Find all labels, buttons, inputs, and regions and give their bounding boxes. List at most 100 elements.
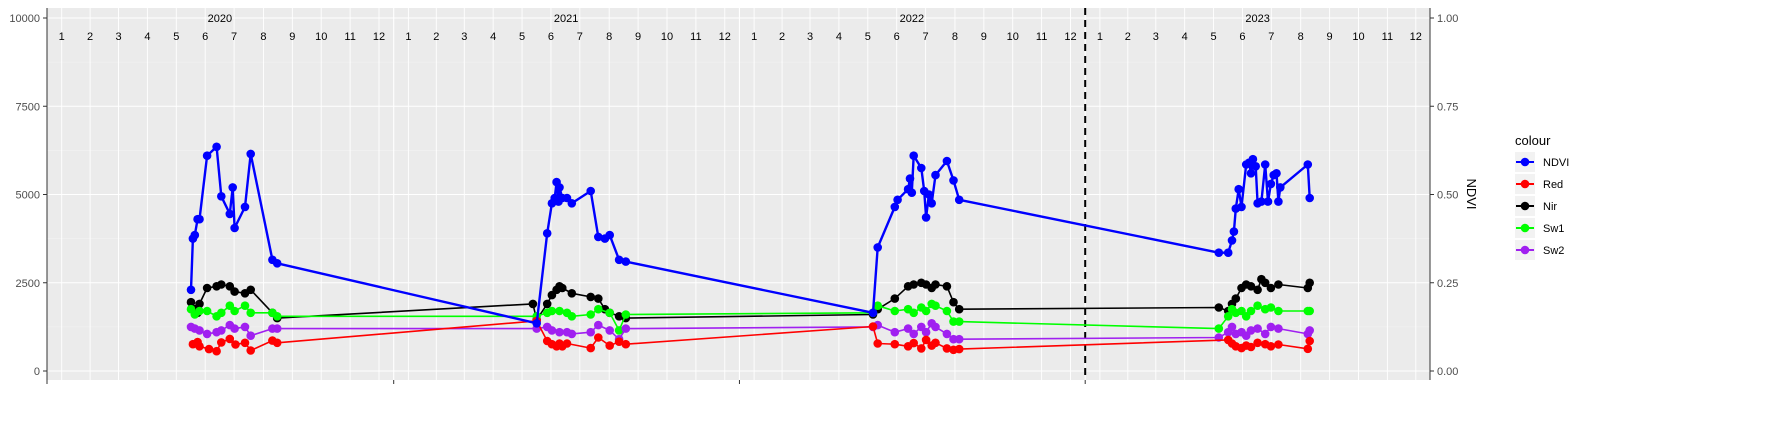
month-label: 4: [836, 31, 842, 43]
y-left-tick-label: 7500: [16, 101, 40, 113]
data-point-sw1: [942, 306, 952, 316]
data-point-ndvi: [1229, 227, 1239, 236]
data-point-sw2: [594, 320, 603, 330]
legend-label: Sw1: [1543, 223, 1564, 235]
month-label: 11: [344, 31, 355, 43]
data-point-nir: [614, 312, 624, 321]
data-point-ndvi: [225, 209, 235, 219]
data-point-ndvi: [228, 183, 237, 192]
data-point-ndvi: [202, 151, 212, 160]
data-point-ndvi: [1251, 162, 1260, 171]
month-label: 8: [1298, 31, 1304, 43]
data-point-sw2: [195, 326, 204, 335]
data-point-ndvi: [927, 199, 936, 208]
y-right-tick-label: 0.50: [1437, 190, 1458, 202]
legend-key-point: [1520, 245, 1530, 255]
data-point-ndvi: [1260, 160, 1270, 169]
data-point-red: [909, 338, 918, 348]
data-point-sw1: [547, 306, 557, 316]
month-label: 3: [115, 31, 121, 43]
month-label: 2: [1125, 31, 1131, 43]
year-label: 2020: [208, 13, 232, 25]
data-point-red: [195, 342, 204, 351]
data-point-nir: [542, 299, 552, 309]
data-point-sw1: [217, 308, 226, 318]
month-label: 11: [690, 31, 701, 43]
data-point-nir: [1214, 303, 1224, 312]
data-point-sw2: [202, 329, 212, 339]
legend-key-point: [1520, 157, 1530, 167]
data-point-ndvi: [1234, 184, 1243, 194]
data-point-nir: [186, 297, 196, 307]
legend-title: colour: [1515, 133, 1551, 148]
data-point-sw2: [621, 324, 631, 333]
data-point-red: [873, 339, 882, 348]
data-point-sw1: [272, 312, 282, 321]
data-point-ndvi: [1246, 169, 1256, 178]
month-label: 8: [952, 31, 958, 43]
data-point-sw2: [942, 329, 952, 339]
data-point-nir: [558, 283, 567, 293]
year-label: 2021: [554, 13, 578, 25]
data-point-red: [605, 341, 614, 350]
data-point-nir: [567, 289, 577, 298]
month-label: 9: [289, 31, 295, 43]
data-point-sw1: [1223, 312, 1233, 321]
data-point-sw1: [873, 301, 882, 311]
month-label: 9: [981, 31, 987, 43]
data-point-red: [614, 337, 624, 347]
data-point-ndvi: [1305, 193, 1314, 203]
data-point-sw2: [909, 329, 918, 339]
data-point-nir: [230, 287, 239, 296]
data-point-nir: [586, 292, 595, 302]
data-point-red: [1266, 342, 1276, 351]
data-point-nir: [954, 304, 964, 314]
month-label: 10: [661, 31, 673, 43]
month-label: 10: [1352, 31, 1364, 43]
data-point-ndvi: [272, 259, 282, 268]
month-label: 7: [577, 31, 583, 43]
y-left-tick-label: 5000: [16, 190, 40, 202]
data-point-ndvi: [1227, 236, 1237, 245]
data-point-nir: [1246, 282, 1256, 291]
data-point-ndvi: [905, 174, 915, 183]
data-point-nir: [931, 280, 940, 289]
month-label: 8: [260, 31, 266, 43]
data-point-ndvi: [190, 230, 200, 240]
data-point-sw1: [567, 312, 577, 321]
data-point-red: [225, 334, 235, 344]
data-point-sw2: [586, 327, 595, 337]
month-label: 3: [461, 31, 467, 43]
data-point-sw1: [1214, 324, 1224, 333]
data-point-sw1: [240, 301, 250, 311]
legend-label: Red: [1543, 179, 1563, 191]
month-label: 3: [807, 31, 813, 43]
month-label: 9: [1327, 31, 1333, 43]
data-point-nir: [1231, 294, 1241, 303]
data-point-red: [272, 338, 282, 348]
data-point-nir: [909, 280, 918, 289]
data-point-ndvi: [868, 308, 878, 318]
legend-key-point: [1520, 179, 1530, 189]
y-left-tick-label: 0: [34, 366, 40, 378]
data-point-nir: [1274, 280, 1283, 289]
data-point-sw1: [555, 306, 564, 316]
data-point-red: [931, 338, 940, 348]
legend-key-point: [1520, 201, 1530, 211]
data-point-ndvi: [217, 192, 226, 201]
data-point-red: [231, 340, 240, 349]
data-point-sw1: [1266, 303, 1276, 312]
month-label: 10: [315, 31, 327, 43]
data-point-sw2: [1253, 324, 1262, 333]
data-point-ndvi: [1276, 183, 1285, 192]
data-point-ndvi: [1214, 248, 1224, 257]
data-point-ndvi: [586, 186, 595, 196]
data-point-sw2: [1227, 322, 1237, 332]
data-point-sw2: [1246, 326, 1256, 335]
data-point-red: [586, 343, 595, 353]
data-point-ndvi: [1257, 197, 1266, 206]
data-point-red: [562, 339, 572, 348]
month-label: 1: [59, 31, 65, 43]
data-point-sw2: [246, 331, 255, 341]
